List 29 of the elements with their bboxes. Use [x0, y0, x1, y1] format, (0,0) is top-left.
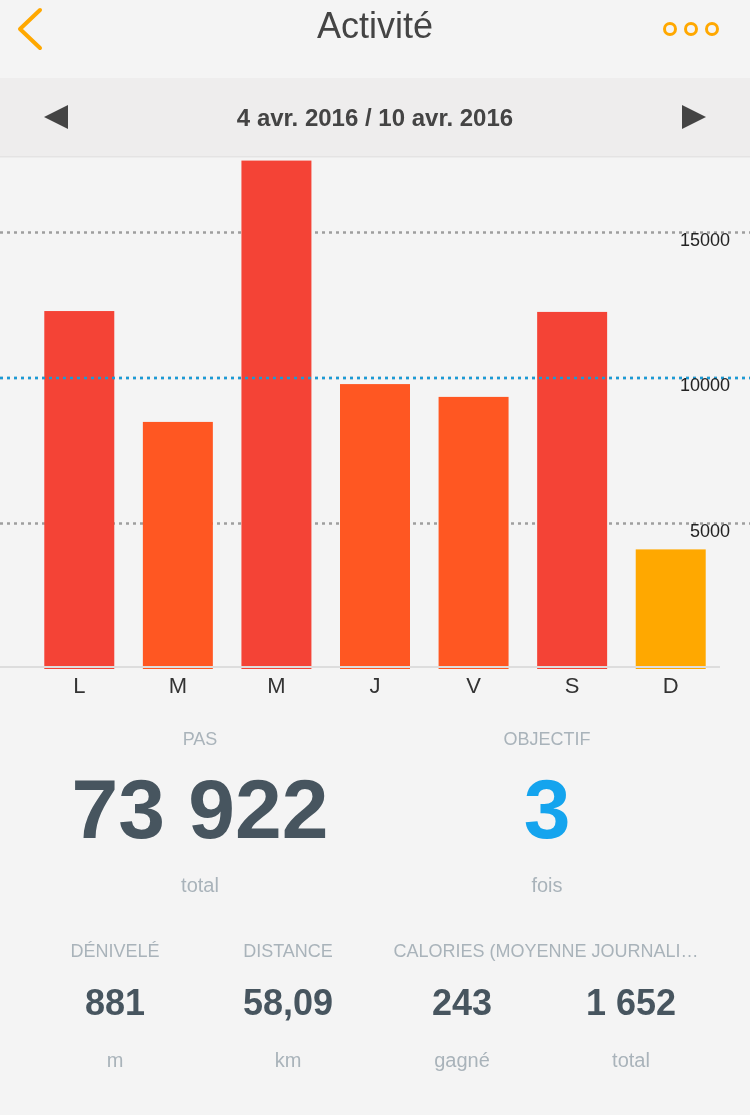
text: km	[274, 1049, 302, 1071]
text: total	[181, 874, 219, 896]
chart-subtitle: 4 avr. 2016 / 10 avr. 2016	[236, 104, 514, 131]
text: PAS	[182, 729, 218, 749]
x-tick-label: S	[564, 672, 580, 698]
text: fois	[531, 874, 563, 896]
x-tick-label: M	[168, 672, 188, 698]
x-tick-label: L	[73, 672, 86, 698]
text: m	[106, 1049, 124, 1071]
text: DISTANCE	[243, 941, 333, 961]
x-tick-label: J	[369, 672, 381, 698]
text: OBJECTIF	[503, 729, 591, 749]
text: gagné	[434, 1049, 490, 1071]
text: DÉNIVELÉ	[70, 941, 160, 961]
text: 73 922	[71, 762, 329, 856]
text: 3	[523, 762, 571, 856]
text: 881	[84, 982, 146, 1023]
text: total	[612, 1049, 650, 1071]
text: CALORIES (MOYENNE JOURNALI…	[393, 941, 699, 961]
chart-title: Activité	[316, 5, 434, 46]
y-tick-label: 5000	[689, 520, 730, 541]
text: 243	[431, 982, 493, 1023]
x-tick-label: V	[466, 672, 482, 698]
y-tick-label: 10000	[679, 375, 730, 396]
x-tick-label: D	[662, 672, 679, 698]
x-tick-label: M	[267, 672, 286, 698]
y-tick-label: 15000	[679, 229, 730, 250]
text: 1 652	[585, 982, 677, 1023]
text: 58,09	[242, 982, 334, 1023]
